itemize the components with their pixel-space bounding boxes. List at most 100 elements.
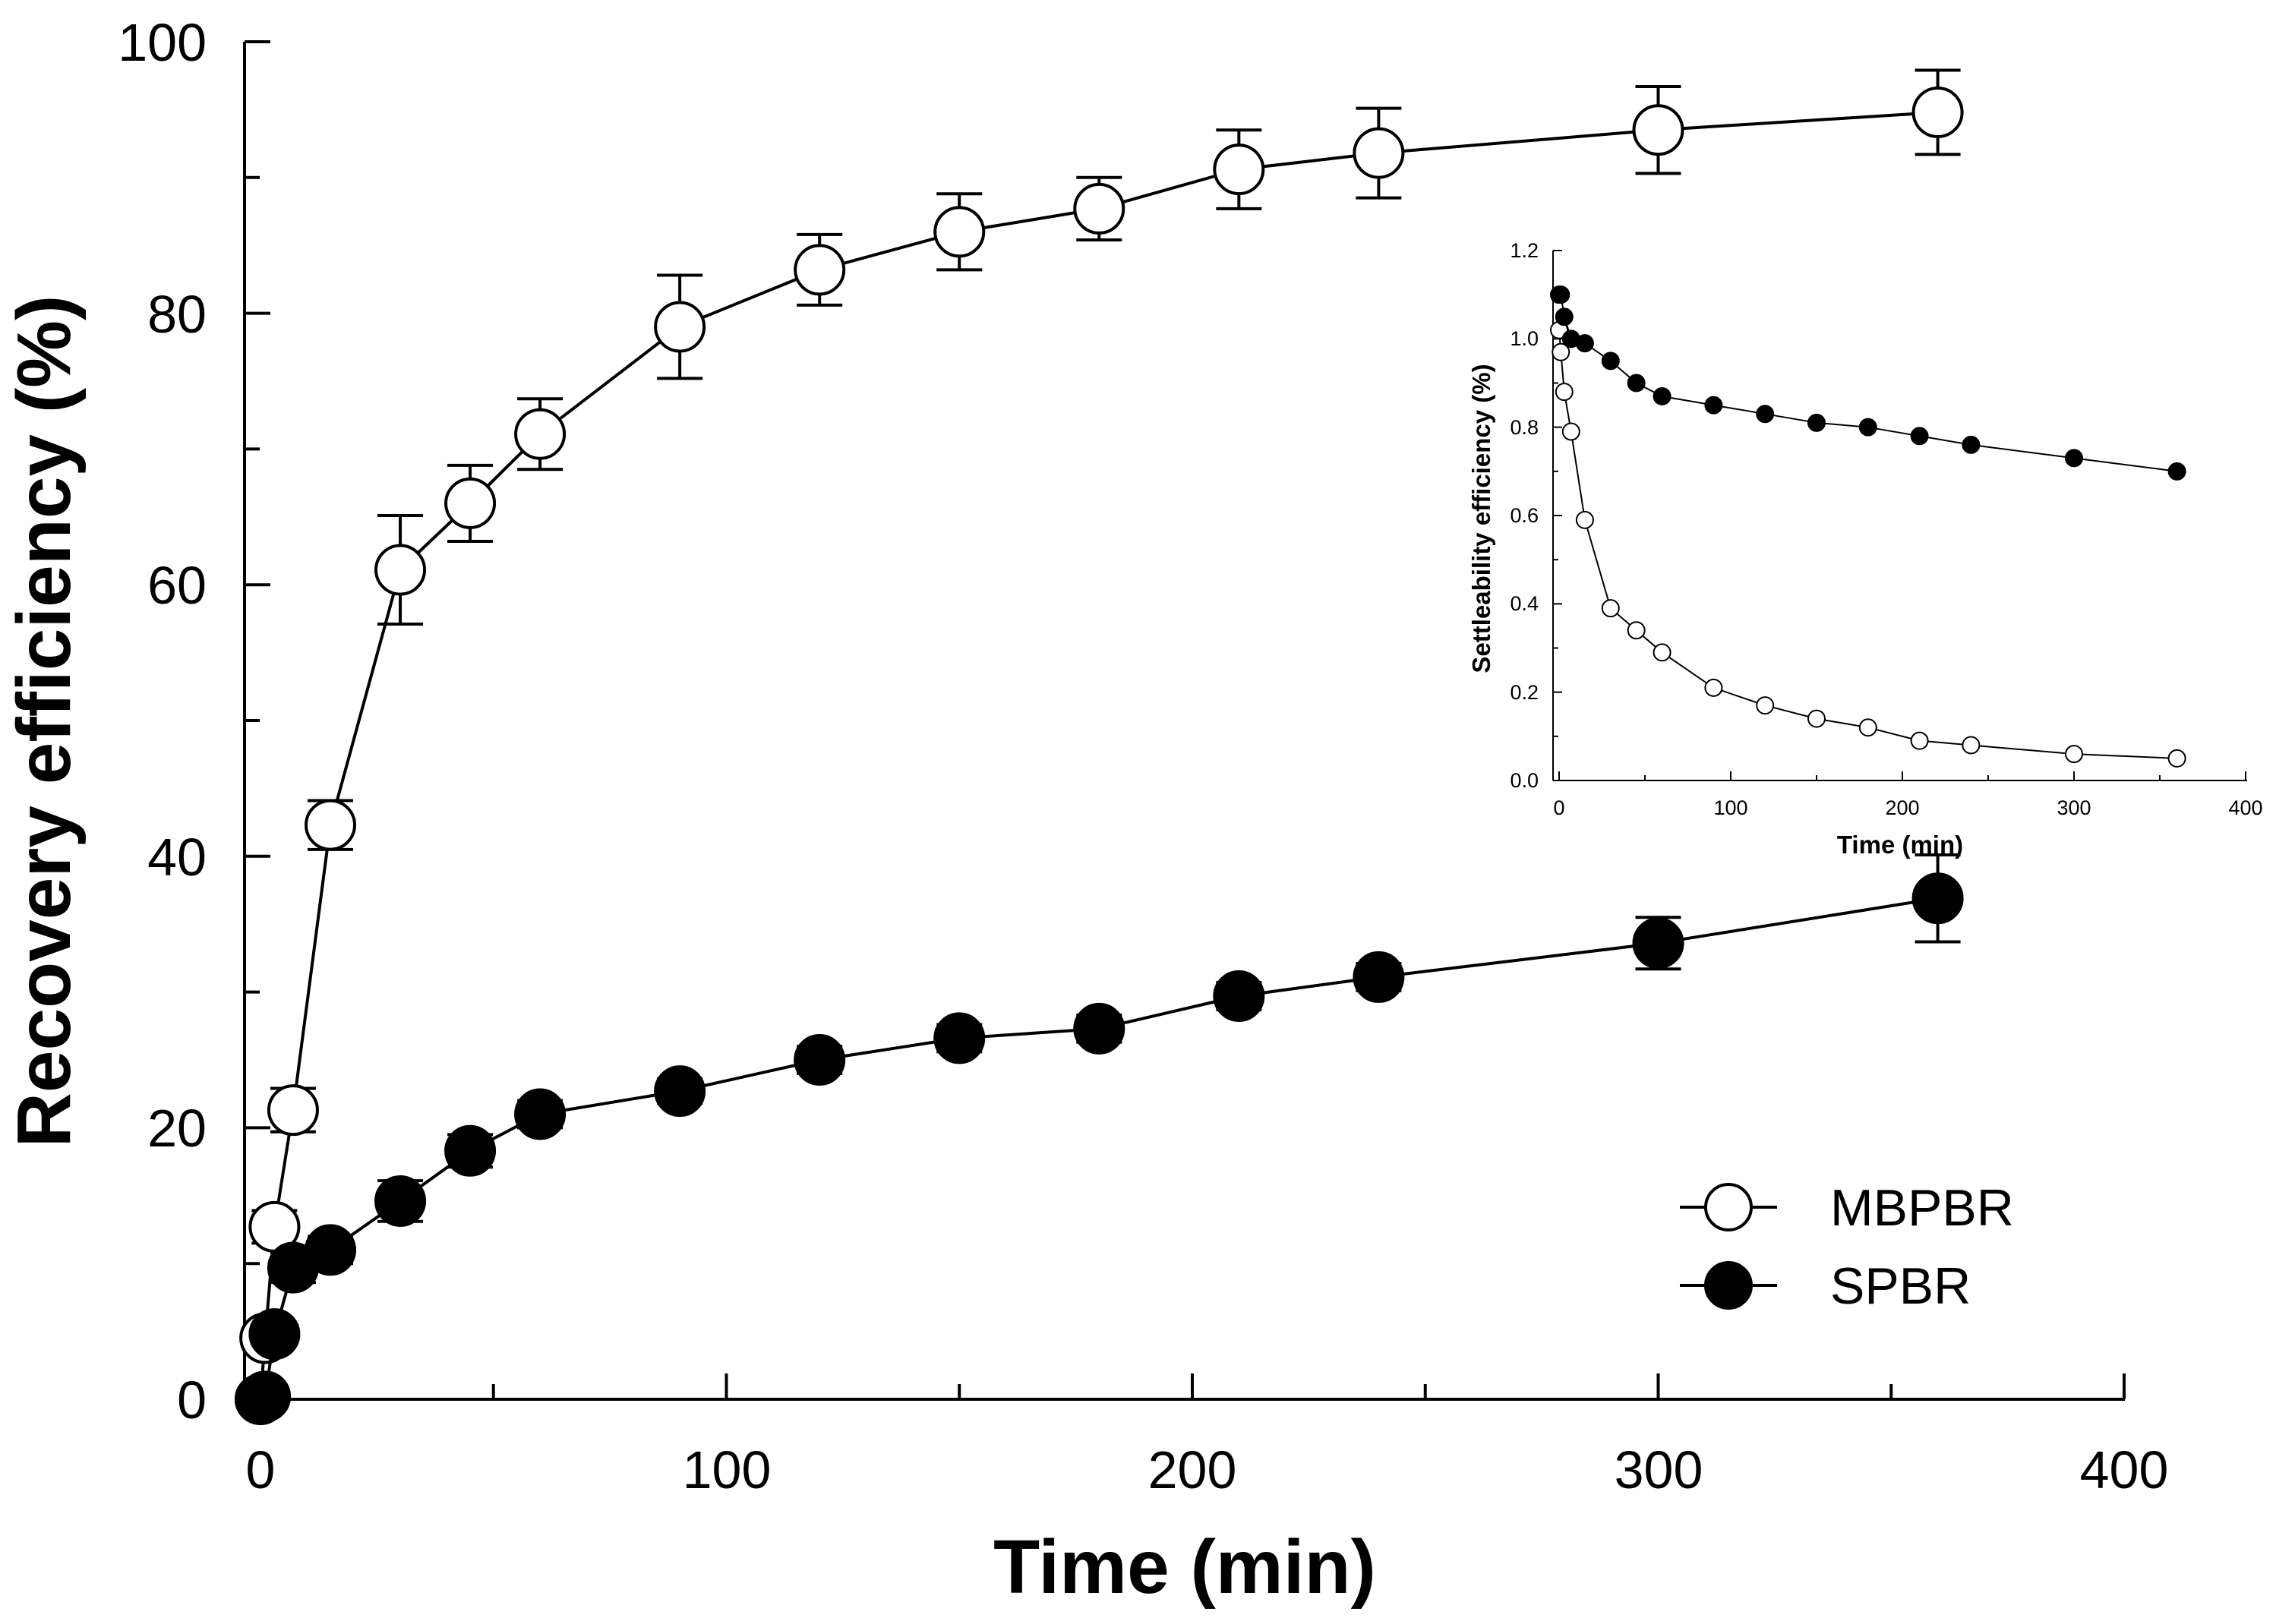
inset-point-spbr-1 [1552, 285, 1570, 304]
inset-point-mbpbr-7 [1561, 422, 1580, 441]
legend-label-mbpbr: MBPBR [1830, 1179, 2014, 1237]
point-spbr-120 [794, 1034, 846, 1086]
inset-point-mbpbr-30 [1601, 599, 1620, 618]
main-x-axis-title: Time (min) [993, 1525, 1376, 1610]
main-y-tick-label-40: 40 [147, 828, 207, 887]
point-spbr-90 [654, 1065, 706, 1118]
inset-point-mbpbr-180 [1858, 718, 1877, 737]
inset-point-spbr-360 [2167, 462, 2186, 481]
inset-point-spbr-90 [1704, 396, 1723, 415]
main-y-tick-label-100: 100 [118, 13, 207, 72]
inset-x-tick-label-300: 300 [2057, 796, 2091, 819]
series-line-spbr [259, 897, 1938, 1401]
point-mbpbr-300 [1632, 104, 1684, 156]
inset-x-tick-label-100: 100 [1713, 796, 1747, 819]
inset-point-spbr-30 [1601, 352, 1620, 371]
inset-y-tick-label-0-4: 0.4 [1510, 592, 1539, 615]
point-mbpbr-60 [514, 408, 567, 460]
inset-y-tick-label-0-6: 0.6 [1510, 504, 1539, 527]
inset-y-tick-label-1-0: 1.0 [1510, 327, 1539, 350]
inset-point-mbpbr-1 [1552, 342, 1570, 361]
inset-y-tick-label-0-8: 0.8 [1510, 416, 1539, 439]
inset-point-spbr-45 [1627, 374, 1646, 393]
point-mbpbr-360 [1911, 86, 1964, 138]
inset-point-mbpbr-360 [2167, 749, 2186, 768]
main-x-tick-label-200: 200 [1148, 1440, 1237, 1499]
legend-marker-mbpbr [1704, 1183, 1753, 1231]
point-spbr-210 [1213, 970, 1265, 1022]
main-y-tick-label-0: 0 [177, 1370, 207, 1430]
inset-point-spbr-300 [2065, 449, 2083, 468]
inset-point-mbpbr-210 [1910, 731, 1929, 750]
inset-point-spbr-15 [1575, 334, 1594, 353]
inset-series-line-mbpbr [1558, 330, 2177, 759]
inset-point-mbpbr-45 [1627, 621, 1646, 640]
point-mbpbr-7 [267, 1084, 319, 1137]
inset-y-tick-label-1-2: 1.2 [1510, 239, 1539, 262]
inset-point-mbpbr-15 [1575, 510, 1594, 529]
inset-point-mbpbr-120 [1756, 696, 1775, 715]
point-spbr-240 [1353, 951, 1405, 1003]
main-y-tick-label-20: 20 [147, 1099, 207, 1158]
inset-series-line-spbr [1559, 294, 2177, 472]
point-mbpbr-90 [654, 301, 706, 353]
main-y-tick-label-60: 60 [147, 556, 207, 615]
point-mbpbr-45 [444, 477, 497, 529]
inset-point-spbr-3 [1555, 307, 1574, 326]
point-spbr-300 [1632, 917, 1684, 970]
inset-point-spbr-210 [1910, 427, 1929, 446]
inset-point-mbpbr-300 [2065, 745, 2083, 764]
main-y-tick-label-80: 80 [147, 285, 207, 344]
point-spbr-3 [248, 1308, 301, 1361]
point-spbr-180 [1073, 1002, 1125, 1055]
inset-x-axis-title: Time (min) [1837, 831, 1963, 859]
inset-x-tick-label-200: 200 [1885, 796, 1919, 819]
point-mbpbr-15 [305, 799, 357, 851]
inset-point-mbpbr-3 [1555, 383, 1574, 402]
main-x-tick-label-0: 0 [246, 1440, 276, 1499]
main-x-tick-label-300: 300 [1615, 1440, 1703, 1499]
series-spbr [235, 853, 1964, 1425]
legend-label-spbr: SPBR [1830, 1257, 1971, 1315]
legend: MBPBR SPBR [1680, 1179, 2014, 1315]
point-spbr-1 [239, 1370, 292, 1423]
inset-x-tick-label-0: 0 [1553, 796, 1564, 819]
legend-marker-spbr [1704, 1261, 1753, 1310]
point-mbpbr-240 [1353, 127, 1405, 179]
point-spbr-150 [933, 1012, 986, 1064]
point-spbr-15 [305, 1224, 357, 1276]
inset-series-mbpbr [1550, 320, 2186, 768]
inset-y-tick-label-0-2: 0.2 [1510, 681, 1539, 704]
inset-series-spbr [1550, 285, 2186, 481]
main-series [235, 68, 1964, 1425]
point-spbr-30 [374, 1175, 427, 1227]
point-mbpbr-180 [1073, 182, 1125, 235]
inset-point-mbpbr-90 [1704, 678, 1723, 697]
point-mbpbr-150 [933, 206, 986, 258]
inset-point-spbr-60 [1653, 386, 1671, 405]
point-spbr-360 [1911, 872, 1964, 925]
series-line-mbpbr [259, 111, 1938, 1400]
inset-point-spbr-240 [1962, 435, 1981, 454]
inset-x-tick-label-400: 400 [2228, 796, 2262, 819]
inset-y-axis-title: Settleability efficiency (%) [1467, 364, 1495, 673]
point-mbpbr-120 [794, 244, 846, 296]
inset-point-spbr-120 [1756, 405, 1775, 424]
point-spbr-45 [444, 1124, 497, 1177]
main-x-tick-label-400: 400 [2080, 1440, 2169, 1499]
point-mbpbr-30 [374, 544, 427, 596]
inset-series [1550, 285, 2186, 768]
inset-point-mbpbr-60 [1653, 643, 1671, 662]
main-x-tick-label-100: 100 [683, 1440, 772, 1499]
inset-point-mbpbr-150 [1807, 709, 1826, 728]
inset-ticks [1553, 250, 2246, 781]
main-y-axis-title: Recovery efficiency (%) [2, 295, 87, 1148]
inset-point-spbr-180 [1858, 418, 1877, 437]
inset-point-mbpbr-240 [1962, 736, 1981, 755]
inset-y-tick-label-0-0: 0.0 [1510, 769, 1539, 792]
point-spbr-60 [514, 1088, 567, 1140]
inset-point-spbr-150 [1807, 413, 1826, 432]
point-mbpbr-210 [1213, 143, 1265, 196]
